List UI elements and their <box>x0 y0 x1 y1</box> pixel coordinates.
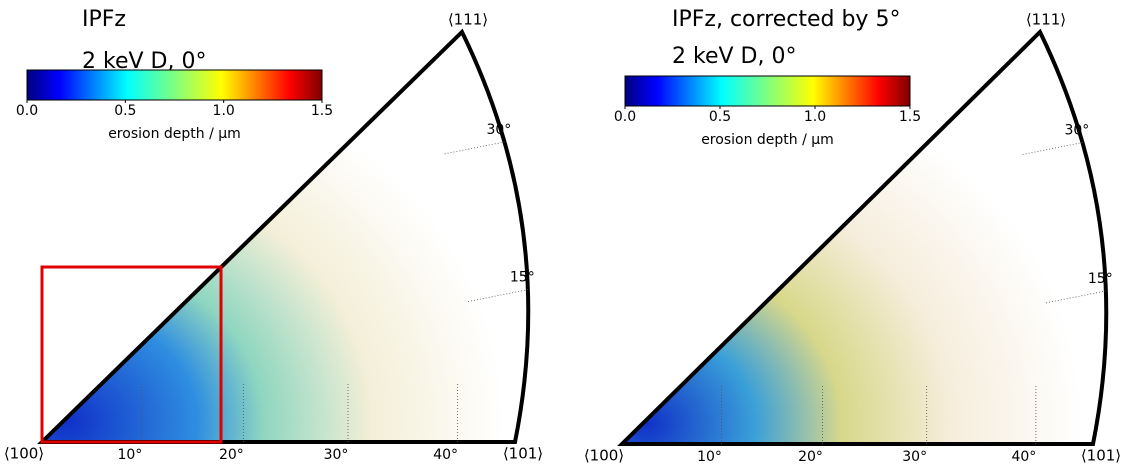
x-tick-label: 40° <box>1011 449 1036 465</box>
subtitle: 2 keV D, 0° <box>672 44 796 69</box>
corner-label: ⟨100⟩ <box>4 445 44 463</box>
colorbar-tick-label: 0.5 <box>709 109 731 125</box>
colorbar-tick-label: 0.0 <box>16 103 38 119</box>
colorbar-tick-label: 1.0 <box>804 109 826 125</box>
corner-label: ⟨111⟩ <box>448 11 488 29</box>
colorbar-label: erosion depth / µm <box>108 126 241 142</box>
colorbar-tick-label: 1.5 <box>899 109 921 125</box>
x-tick-label: 40° <box>433 447 458 463</box>
ipf-outline <box>37 28 531 444</box>
arc-tick <box>467 289 528 303</box>
arc-tick <box>444 141 505 155</box>
arc-tick <box>1045 290 1106 304</box>
colorbar <box>624 75 911 107</box>
x-tick-label: 30° <box>902 449 927 465</box>
corner-label: ⟨101⟩ <box>503 445 543 463</box>
colorbar-label: erosion depth / µm <box>701 132 834 148</box>
highlight-box <box>40 265 223 444</box>
x-tick-label: 20° <box>798 449 823 465</box>
colorbar-tick-label: 1.5 <box>311 103 333 119</box>
arc-tick-label: 30° <box>486 122 511 138</box>
x-tick-label: 10° <box>697 449 722 465</box>
colorbar-tick-label: 0.0 <box>614 109 636 125</box>
x-tick-label: 20° <box>219 447 244 463</box>
ipf-area <box>622 32 1107 444</box>
x-tick-label: 30° <box>324 447 349 463</box>
colorbar-tick-label: 0.5 <box>114 103 136 119</box>
ipf-area <box>42 32 529 442</box>
x-tick-label: 10° <box>117 447 142 463</box>
arc-tick-label: 30° <box>1064 123 1089 139</box>
colorbar <box>26 69 323 101</box>
ipf-outline <box>617 28 1109 446</box>
arc-tick-label: 15° <box>510 270 535 286</box>
corner-label: ⟨101⟩ <box>1081 447 1121 465</box>
arc-tick <box>1022 142 1083 155</box>
title: IPFz, corrected by 5° <box>672 7 900 32</box>
title: IPFz <box>82 7 126 32</box>
colorbar-tick-label: 1.0 <box>213 103 235 119</box>
arc-tick-label: 15° <box>1088 271 1113 287</box>
corner-label: ⟨111⟩ <box>1026 11 1066 29</box>
corner-label: ⟨100⟩ <box>584 447 624 465</box>
